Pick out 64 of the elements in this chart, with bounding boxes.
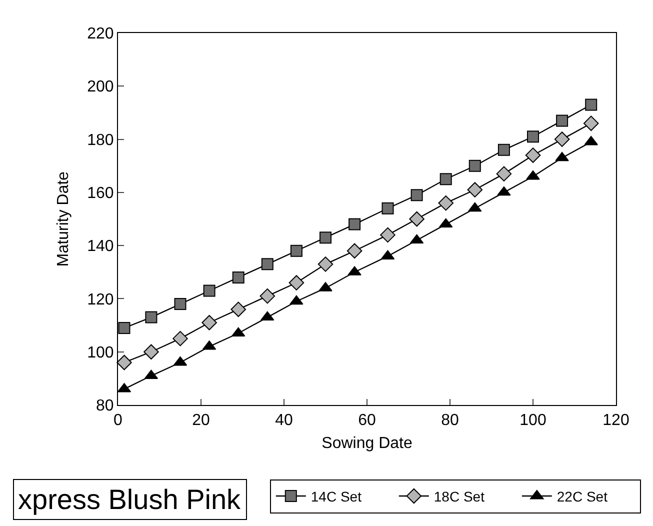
- point: [318, 256, 334, 272]
- point: [144, 344, 159, 360]
- point: [468, 202, 482, 212]
- y-tick-label: 220: [87, 26, 114, 43]
- x-axis-title: Sowing Date: [322, 434, 412, 452]
- point: [525, 148, 541, 163]
- y-tick-label: 100: [87, 344, 114, 362]
- point: [145, 311, 158, 324]
- point: [118, 322, 130, 334]
- point: [497, 186, 511, 196]
- y-tick-label: 200: [87, 78, 114, 96]
- point: [232, 271, 244, 284]
- y-tick-label: 120: [87, 291, 114, 308]
- point: [174, 298, 186, 310]
- point: [290, 295, 304, 305]
- point: [260, 311, 274, 321]
- point: [348, 218, 361, 230]
- legend-label: 22C Set: [556, 488, 608, 504]
- point: [288, 275, 304, 290]
- x-tick-label: 80: [441, 412, 459, 430]
- point: [380, 227, 396, 243]
- point: [409, 211, 424, 227]
- point: [554, 132, 570, 147]
- point: [320, 232, 332, 244]
- y-tick-label: 180: [87, 132, 114, 149]
- point: [585, 98, 598, 111]
- point: [556, 114, 568, 127]
- point: [260, 288, 276, 304]
- point: [382, 202, 394, 214]
- point: [498, 144, 510, 156]
- point: [440, 173, 452, 186]
- point: [555, 152, 569, 162]
- point: [527, 130, 539, 143]
- x-tick-label: 0: [114, 412, 123, 430]
- point: [261, 258, 274, 270]
- point: [468, 160, 481, 172]
- point: [583, 116, 599, 131]
- legend-label: 18C Set: [434, 488, 485, 504]
- x-tick-label: 40: [275, 412, 293, 430]
- point: [346, 243, 362, 259]
- point: [172, 330, 188, 346]
- point: [203, 284, 216, 297]
- point: [526, 170, 540, 180]
- x-tick-label: 100: [520, 412, 546, 430]
- y-tick-label: 140: [87, 238, 114, 256]
- x-tick-label: 20: [192, 412, 210, 430]
- x-tick-label: 120: [602, 412, 630, 430]
- point: [116, 354, 132, 370]
- point: [232, 327, 246, 337]
- point: [584, 136, 598, 146]
- x-tick-label: 60: [358, 412, 376, 430]
- text: xpress Blush Pink: [18, 484, 242, 515]
- y-axis-title: Maturity Date: [54, 171, 72, 267]
- point: [202, 314, 217, 330]
- point: [439, 218, 453, 228]
- point: [496, 166, 512, 182]
- point: [467, 182, 483, 198]
- point: [410, 189, 423, 202]
- point: [290, 244, 302, 257]
- point: [230, 302, 246, 317]
- y-tick-label: 160: [87, 185, 114, 202]
- legend-label: 14C Set: [310, 488, 362, 504]
- y-tick-label: 80: [96, 398, 114, 415]
- point: [438, 195, 454, 211]
